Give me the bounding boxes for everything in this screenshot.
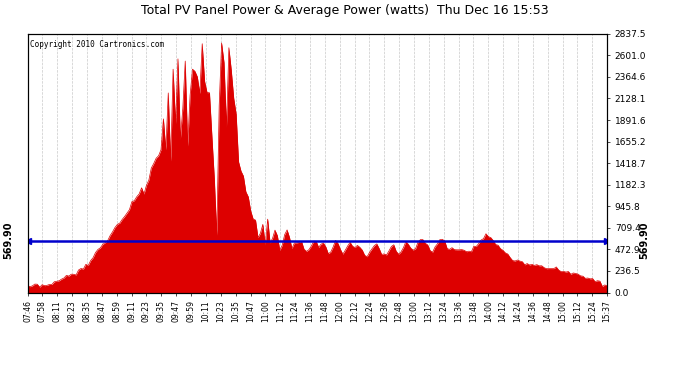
Text: 569.90: 569.90 <box>3 222 13 259</box>
Text: Copyright 2010 Cartronics.com: Copyright 2010 Cartronics.com <box>30 40 165 49</box>
Text: 569.90: 569.90 <box>639 222 649 259</box>
Text: Total PV Panel Power & Average Power (watts)  Thu Dec 16 15:53: Total PV Panel Power & Average Power (wa… <box>141 4 549 17</box>
